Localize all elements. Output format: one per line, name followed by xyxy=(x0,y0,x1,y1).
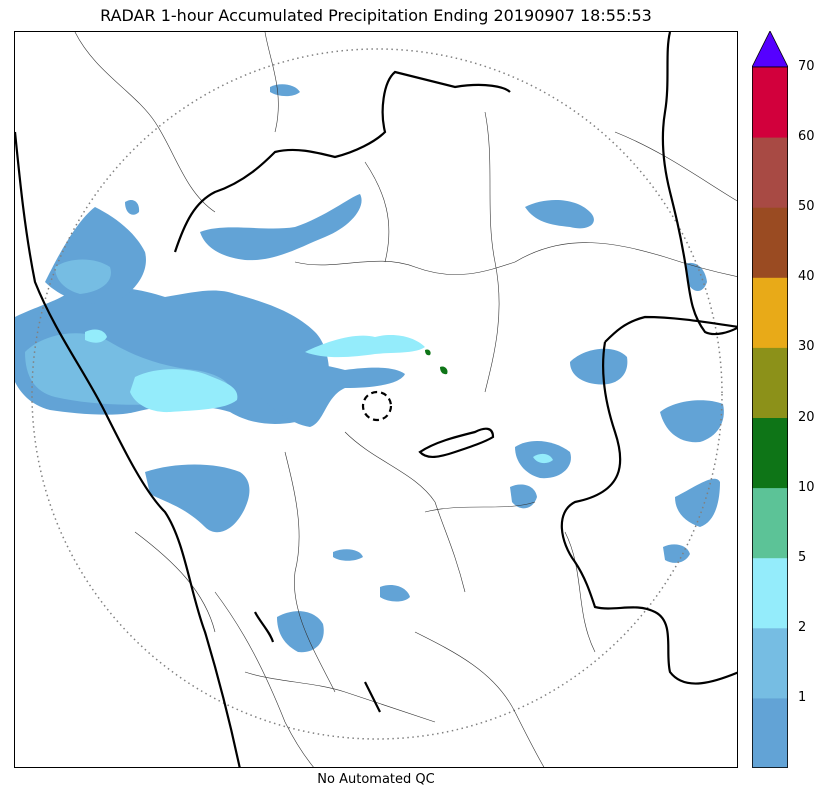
colorbar-tick-label: 10 xyxy=(798,479,815,495)
precip-echo xyxy=(130,369,238,413)
colorbar-tick-label: 20 xyxy=(798,409,815,425)
precip-echo xyxy=(145,464,250,533)
precip-echo xyxy=(333,549,363,561)
precip-echo xyxy=(425,349,431,356)
colorbar-tick-label: 70 xyxy=(798,59,815,74)
colorbar-tick-label: 5 xyxy=(798,549,807,565)
colorbar-canvas xyxy=(752,31,788,768)
precip-echo xyxy=(277,611,324,653)
range-ring xyxy=(31,48,723,740)
precip-echo xyxy=(255,361,405,427)
colorbar-segment xyxy=(752,67,788,138)
precip-echo xyxy=(663,544,690,563)
precip-echo xyxy=(660,400,724,443)
precip-echo xyxy=(685,262,707,291)
precip-echo xyxy=(675,478,720,527)
colorbar-border xyxy=(752,66,788,768)
precip-echo xyxy=(440,366,448,375)
colorbar-segment xyxy=(752,417,788,489)
colorbar-segment xyxy=(752,697,788,768)
colorbar-segment xyxy=(752,207,788,278)
colorbar-segment xyxy=(752,277,788,348)
radar-map-canvas xyxy=(15,32,737,767)
precip-echo xyxy=(305,335,425,358)
precip-echo xyxy=(200,194,362,261)
precip-echo xyxy=(510,484,537,509)
colorbar-segment xyxy=(752,557,788,629)
precip-echo xyxy=(270,84,300,97)
precip-echo xyxy=(525,200,594,229)
colorbar-extend-arrow xyxy=(752,31,788,68)
colorbar-segment xyxy=(752,137,788,208)
precip-echo xyxy=(533,453,553,464)
map-title: RADAR 1-hour Accumulated Precipitation E… xyxy=(100,6,652,25)
state-boundaries xyxy=(15,32,737,767)
colorbar-tick-label: 1 xyxy=(798,689,807,705)
colorbar-segment xyxy=(752,487,788,559)
colorbar-segment xyxy=(752,627,788,699)
district-boundaries xyxy=(74,32,737,767)
colorbar-segment xyxy=(752,347,788,418)
precip-echo xyxy=(125,200,140,215)
colorbar-tick-label: 50 xyxy=(798,199,815,215)
precip-echo xyxy=(55,259,111,294)
qc-note: No Automated QC xyxy=(317,772,435,787)
precip-echo xyxy=(380,585,410,602)
colorbar-tick-label: 60 xyxy=(798,129,815,145)
colorbar-tick-label: 2 xyxy=(798,619,807,635)
colorbar-tick-label: 30 xyxy=(798,339,815,355)
radar-site-marker xyxy=(361,390,393,422)
colorbar-tick-label: 40 xyxy=(798,269,815,285)
radar-map xyxy=(14,31,738,768)
precip-echo xyxy=(85,329,107,343)
colorbar xyxy=(752,31,788,768)
precip-echo xyxy=(570,348,628,385)
